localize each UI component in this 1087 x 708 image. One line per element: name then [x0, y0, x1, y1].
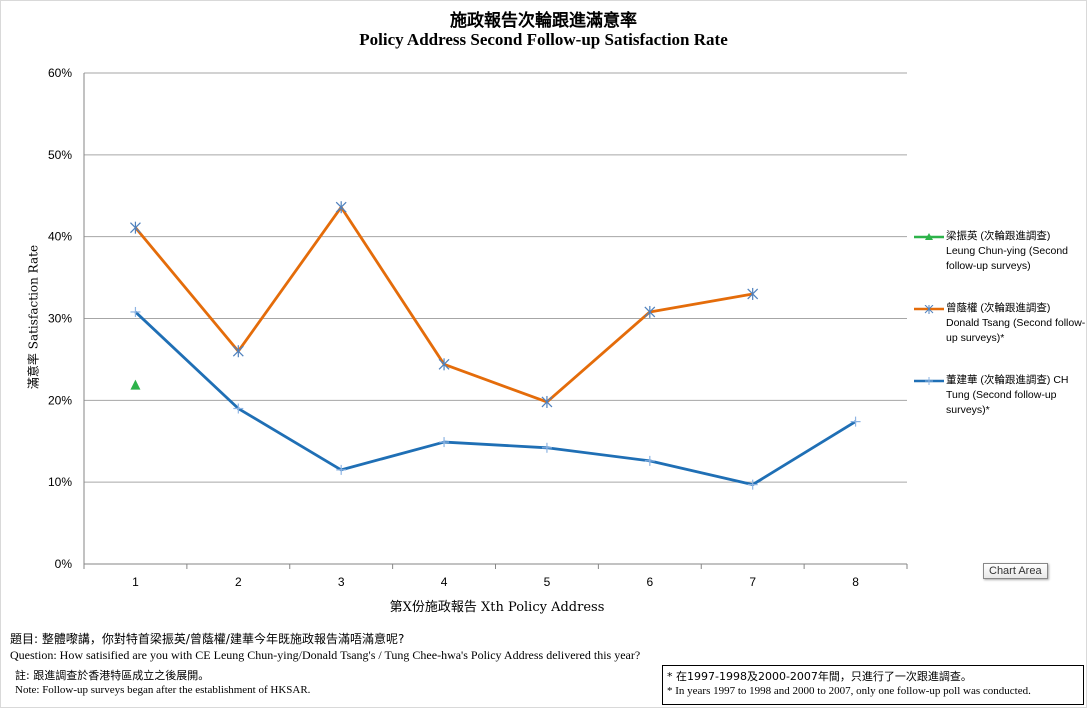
y-tick-label: 40% — [48, 230, 72, 244]
note-en: Note: Follow-up surveys began after the … — [15, 684, 311, 696]
data-point-1 — [130, 221, 141, 234]
y-tick-label: 10% — [48, 475, 72, 489]
data-point-1 — [335, 201, 347, 214]
x-tick-label: 4 — [441, 575, 448, 589]
legend-label-leung-zh: 梁振英 (次輪跟進調查) — [946, 230, 1051, 242]
x-tick-label: 8 — [852, 575, 859, 589]
legend-label-tsang-en: Donald Tsang (Second follow-up surveys)* — [946, 317, 1086, 344]
legend-swatch-tung — [914, 377, 944, 385]
chart-title: Policy Address Second Follow-up Satisfac… — [359, 30, 728, 49]
legend-label-tung: 董建華 (次輪跟進調查) CH Tung (Second follow-up s… — [946, 373, 1086, 418]
question-zh: 題目: 整體嚟講，你對特首梁振英/曾蔭權/建華今年既施政報告滿唔滿意呢? — [10, 632, 405, 646]
y-axis-label: 滿意率 Satisfaction Rate — [26, 244, 41, 390]
legend-swatch-tsang — [914, 305, 944, 314]
legend-label-leung: 梁振英 (次輪跟進調查) Leung Chun-ying (Second fol… — [946, 229, 1086, 274]
note-zh: 註: 跟進調查於香港特區成立之後展開。 — [15, 669, 210, 682]
footnote-box: * 在1997-1998及2000-2007年間，只進行了一次跟進調查。 * I… — [662, 665, 1084, 705]
data-point-2 — [439, 437, 450, 448]
y-tick-label: 20% — [48, 393, 72, 407]
data-point-2 — [130, 306, 141, 317]
chart-title-zh: 施政報告次輪跟進滿意率 — [450, 11, 637, 31]
legend-label-leung-en: Leung Chun-ying (Second follow-up survey… — [946, 245, 1069, 272]
y-tick-label: 60% — [48, 66, 72, 80]
legend-swatch-leung — [914, 233, 944, 240]
data-point-2 — [233, 403, 244, 414]
legend-label-tung-zh: 董建華 (次輪跟進調查) CH — [946, 374, 1069, 386]
x-tick-label: 5 — [544, 575, 551, 589]
question-en: Question: How satisified are you with CE… — [10, 648, 641, 662]
legend-label-tung-en: Tung (Second follow-up surveys)* — [946, 389, 1057, 416]
y-tick-label: 50% — [48, 148, 72, 162]
x-tick-label: 3 — [338, 575, 345, 589]
data-point-1 — [747, 287, 759, 300]
data-point-2 — [747, 479, 758, 490]
data-point-1 — [438, 358, 450, 371]
series-line-2 — [134, 310, 857, 487]
x-tick-label: 2 — [235, 575, 242, 589]
footnote-zh: * 在1997-1998及2000-2007年間，只進行了一次跟進調查。 — [667, 670, 972, 683]
data-point-0 — [130, 379, 141, 390]
x-axis-label: 第X份施政報告 Xth Policy Address — [389, 600, 605, 615]
x-tick-label: 6 — [646, 575, 653, 589]
x-tick-label: 7 — [749, 575, 756, 589]
legend-label-tsang-zh: 曾蔭權 (次輪跟進調查) — [946, 302, 1051, 314]
y-tick-label: 0% — [55, 557, 73, 571]
data-point-1 — [541, 395, 553, 408]
data-point-1 — [644, 305, 656, 318]
data-point-2 — [541, 442, 552, 453]
data-point-2 — [850, 416, 861, 427]
data-point-2 — [644, 455, 655, 466]
x-tick-label: 1 — [132, 575, 139, 589]
data-point-1 — [232, 345, 244, 358]
y-tick-label: 30% — [48, 312, 72, 326]
legend-label-tsang: 曾蔭權 (次輪跟進調查) Donald Tsang (Second follow… — [946, 301, 1086, 346]
chart-area-tooltip: Chart Area — [983, 563, 1048, 579]
data-point-2 — [336, 464, 347, 475]
footnote-en: * In years 1997 to 1998 and 2000 to 2007… — [667, 685, 1031, 697]
